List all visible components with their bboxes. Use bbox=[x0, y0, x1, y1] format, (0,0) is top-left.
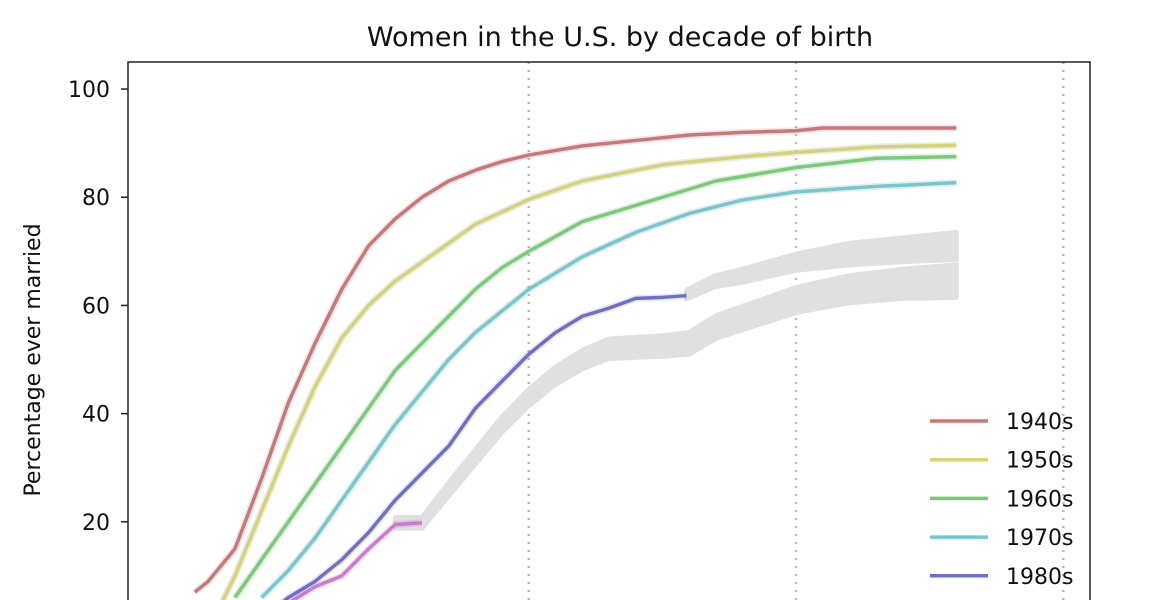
y-tick-label: 60 bbox=[82, 294, 110, 319]
legend-label: 1950s bbox=[1006, 449, 1073, 474]
prediction-band bbox=[392, 262, 959, 531]
y-axis-label: Percentage ever married bbox=[21, 223, 46, 496]
series-line-1940s bbox=[193, 126, 957, 594]
y-tick-label: 80 bbox=[82, 186, 110, 211]
series-line-1960s bbox=[233, 154, 957, 599]
y-tick-label: 100 bbox=[68, 78, 110, 103]
legend-label: 1980s bbox=[1006, 565, 1073, 590]
prediction-band bbox=[683, 229, 959, 302]
legend-label: 1940s bbox=[1006, 410, 1073, 435]
chart-title: Women in the U.S. by decade of birth bbox=[367, 22, 873, 53]
legend-label: 1970s bbox=[1006, 526, 1073, 551]
y-tick-label: 40 bbox=[82, 403, 110, 428]
legend-label: 1960s bbox=[1006, 487, 1073, 512]
series-line-unlabeled bbox=[289, 521, 423, 600]
plot-frame bbox=[127, 61, 1091, 600]
legend: 1940s 1950s 1960s 1970s 1980s bbox=[930, 410, 1073, 590]
series-line-1950s bbox=[221, 143, 957, 600]
series-line-1970s bbox=[260, 180, 957, 599]
series-line-1980s bbox=[282, 293, 687, 600]
y-tick-label: 20 bbox=[82, 511, 110, 536]
